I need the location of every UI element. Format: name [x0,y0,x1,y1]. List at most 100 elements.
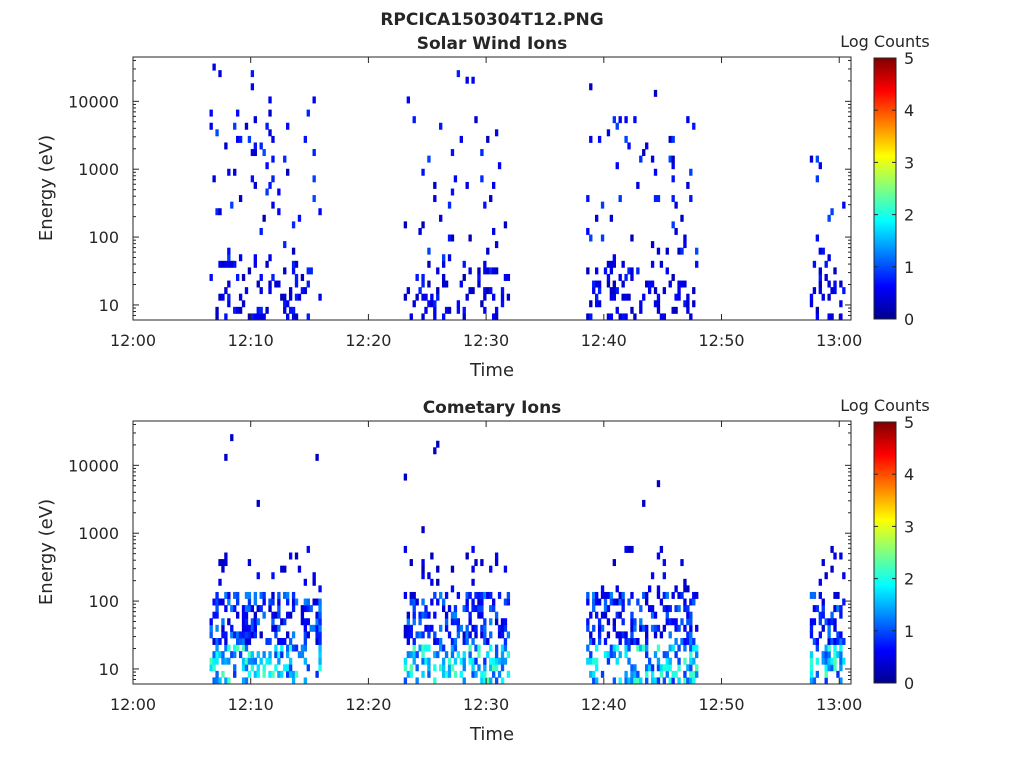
heatmap-cell [300,287,305,295]
heatmap-cell [818,287,822,295]
heatmap-cell [586,591,590,599]
heatmap-cell [424,644,428,652]
heatmap-cell [436,651,440,659]
heatmap-cell [444,280,449,288]
heatmap-cell [468,267,472,275]
y-tick-label: 10 [99,296,119,315]
heatmap-cell [268,651,272,659]
heatmap-cell [433,300,437,308]
heatmap-cell [406,637,410,645]
heatmap-cell [215,208,219,216]
heatmap-cells-cometary [209,434,846,685]
heatmap-cell [606,591,611,599]
heatmap-cell [235,598,240,606]
heatmap-cell [244,611,249,619]
x-tick-label: 12:20 [345,331,391,350]
heatmap-cell [430,552,434,560]
heatmap-cell [653,624,658,632]
heatmap-cell [303,677,308,685]
heatmap-cell [462,313,466,321]
heatmap-cell [439,122,443,130]
heatmap-cell [665,611,669,619]
heatmap-cell [489,631,493,639]
heatmap-cell [668,664,672,672]
heatmap-cell [812,287,817,295]
heatmap-cell [659,545,664,553]
heatmap-cell [594,611,599,619]
heatmap-cell [592,280,596,288]
heatmap-cell [303,598,308,606]
heatmap-cell [627,545,631,553]
heatmap-cell [268,657,272,665]
heatmap-cell [606,605,611,613]
heatmap-cell [259,287,263,295]
heatmap-cell [303,631,308,639]
heatmap-cell [489,644,493,652]
heatmap-cell [297,214,302,222]
heatmap-cell [500,664,505,672]
heatmap-cell [480,598,484,606]
heatmap-cell [500,618,505,626]
y-tick-label: 10 [99,660,119,679]
heatmap-cell [633,624,637,632]
heatmap-cell [268,280,272,288]
colorbar-tick-label: 0 [904,674,914,693]
heatmap-cell [415,293,419,301]
heatmap-cell [286,168,290,176]
heatmap-cell [439,644,443,652]
heatmap-cell [233,644,237,652]
heatmap-cell [494,651,499,659]
heatmap-cell [689,657,693,665]
heatmap-cell [253,631,257,639]
heatmap-cell [689,168,693,176]
heatmap-cell [262,598,266,606]
heatmap-cell [280,670,284,678]
heatmap-cell [218,578,222,586]
x-tick-label: 12:30 [463,331,509,350]
heatmap-cell [827,624,831,632]
heatmap-cell [439,591,443,599]
heatmap-cell [306,313,310,321]
heatmap-cell [686,605,690,613]
heatmap-cell [247,559,252,567]
heatmap-cell [618,631,622,639]
heatmap-cell [227,293,231,301]
heatmap-cell [409,670,413,678]
heatmap-cell [280,565,284,573]
heatmap-cell [492,227,496,235]
heatmap-cell [474,624,478,632]
heatmap-cell [439,664,443,672]
heatmap-cell [615,585,619,593]
heatmap-cell [630,234,634,242]
heatmap-cell [250,651,255,659]
heatmap-cell [403,221,408,229]
heatmap-cell [477,591,481,599]
heatmap-cell [421,572,425,580]
heatmap-cell [677,247,681,255]
heatmap-cell [612,293,616,301]
heatmap-cell [238,637,243,645]
heatmap-cell [506,598,511,606]
heatmap-cell [815,155,820,163]
heatmap-cell [827,254,831,262]
x-tick-label: 13:00 [816,695,862,714]
heatmap-cell [830,611,834,619]
heatmap-cell [286,611,290,619]
heatmap-cell [259,591,263,599]
heatmap-cell [639,306,643,314]
heatmap-cell [480,631,484,639]
heatmap-cell [288,644,293,652]
heatmap-cell [215,657,219,665]
heatmap-cell [250,70,255,78]
heatmap-cell [427,611,431,619]
colorbar-solar-wind [873,57,897,320]
y-tick-label: 10000 [68,92,119,111]
heatmap-cell [503,618,508,626]
heatmap-cell [262,664,266,672]
heatmap-cell [233,168,237,176]
heatmap-cell [421,598,425,606]
heatmap-cell [812,677,817,685]
heatmap-cell [238,293,243,301]
heatmap-cell [592,287,596,295]
colorbar-tick-label: 4 [904,101,914,120]
